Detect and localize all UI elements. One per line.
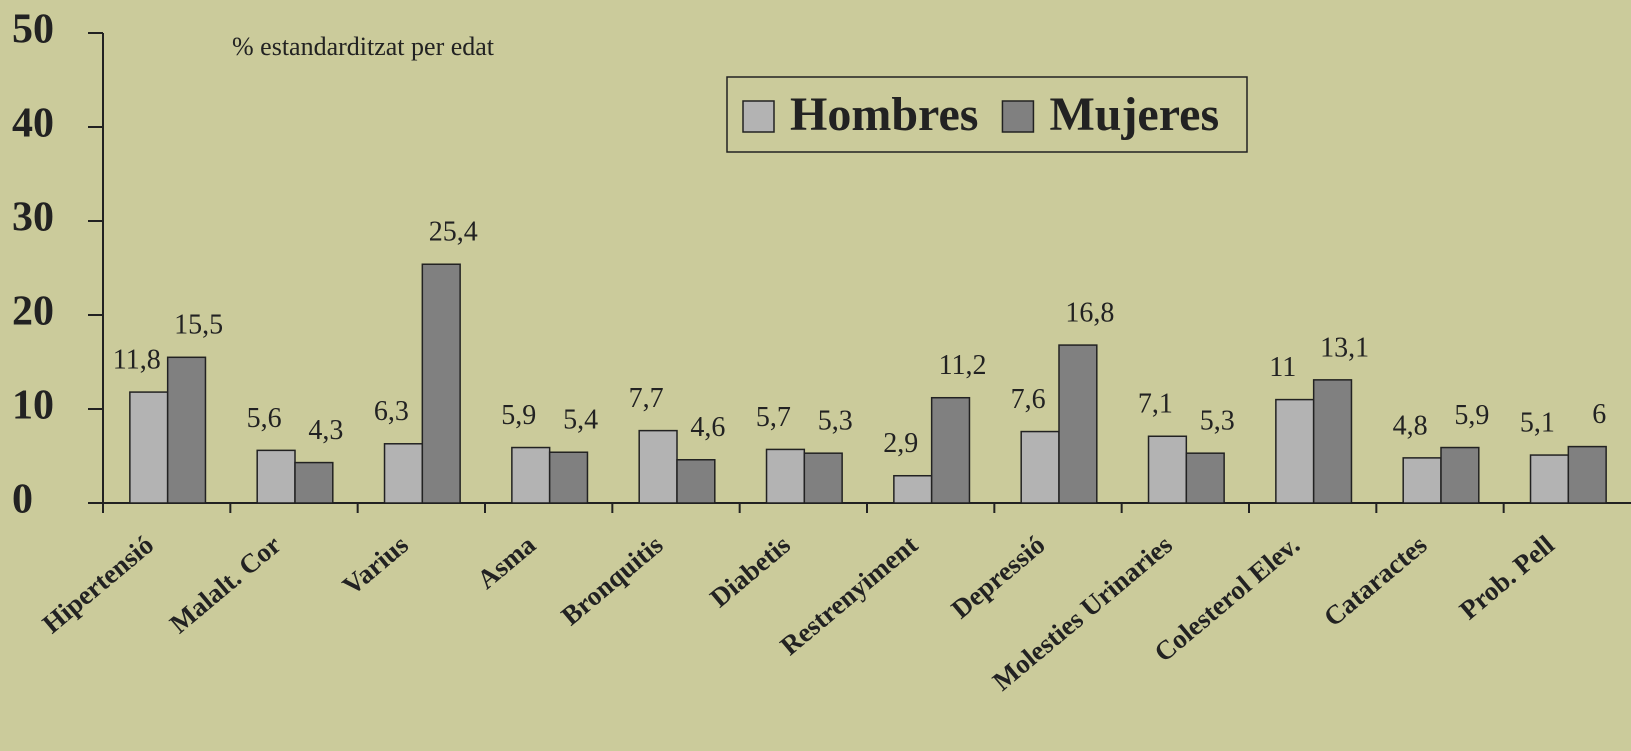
- bar: [1440, 446, 1480, 504]
- y-tick-label: 40: [12, 101, 54, 147]
- value-label: 7,7: [629, 383, 664, 414]
- bar: [129, 391, 169, 504]
- value-label: 4,8: [1393, 410, 1428, 441]
- y-tick-label: 20: [12, 289, 54, 335]
- bar: [893, 474, 933, 504]
- legend-label: Hombres: [790, 88, 978, 141]
- y-tick-label: 50: [12, 7, 54, 53]
- value-label: 5,1: [1520, 407, 1555, 438]
- bar: [1185, 452, 1225, 504]
- y-tick-label: 10: [12, 383, 54, 429]
- legend-label: Mujeres: [1049, 88, 1219, 141]
- bar: [803, 452, 843, 504]
- bar: [765, 448, 806, 504]
- bar: [1529, 454, 1570, 504]
- bar: [638, 429, 678, 504]
- bar: [1275, 398, 1315, 504]
- value-label: 13,1: [1320, 332, 1369, 363]
- bar: [256, 449, 296, 504]
- bar: [548, 451, 589, 504]
- value-label: 5,4: [563, 405, 598, 436]
- value-label: 4,6: [690, 412, 725, 443]
- legend-swatch: [1001, 100, 1035, 133]
- y-tick-label: 30: [12, 195, 54, 241]
- bar: [1312, 379, 1353, 504]
- value-label: 11,2: [939, 350, 987, 381]
- bar: [383, 443, 424, 504]
- value-label: 4,3: [308, 415, 343, 446]
- legend-swatch: [742, 100, 775, 133]
- bar: [511, 446, 551, 504]
- bar: [294, 461, 334, 504]
- value-label: 5,6: [247, 403, 282, 434]
- bar: [1147, 435, 1188, 504]
- value-label: 16,8: [1065, 298, 1114, 329]
- bar: [421, 263, 461, 504]
- value-label: 5,3: [1200, 406, 1235, 437]
- value-label: 15,5: [174, 310, 223, 341]
- value-label: 2,9: [883, 428, 918, 459]
- value-label: 11: [1269, 352, 1296, 383]
- value-label: 25,4: [429, 217, 478, 248]
- y-tick-label: 0: [12, 477, 33, 523]
- bar: [1058, 344, 1098, 504]
- value-label: 5,3: [818, 406, 853, 437]
- chart-subtitle: % estandarditzat per edat: [232, 32, 495, 61]
- value-label: 7,1: [1138, 389, 1173, 420]
- bar: [676, 459, 716, 504]
- value-label: 7,6: [1011, 384, 1046, 415]
- value-label: 6: [1592, 399, 1606, 430]
- value-label: 11,8: [113, 345, 161, 376]
- bar: [166, 356, 207, 504]
- bar: [1020, 430, 1060, 504]
- value-label: 5,9: [1454, 400, 1489, 431]
- bar: [1402, 457, 1442, 504]
- value-label: 5,7: [756, 402, 791, 433]
- legend-box: [726, 76, 1248, 153]
- bar: [930, 396, 971, 504]
- value-label: 5,9: [501, 400, 536, 431]
- value-label: 6,3: [374, 396, 409, 427]
- bar: [1567, 445, 1607, 504]
